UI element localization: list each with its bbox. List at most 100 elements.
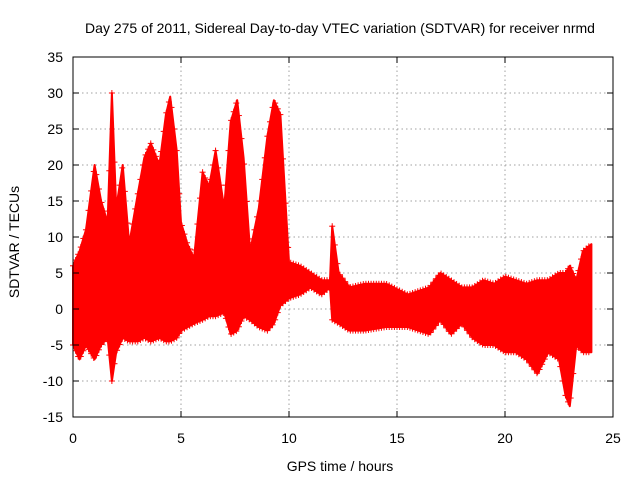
data-point bbox=[531, 366, 538, 373]
data-point bbox=[406, 290, 413, 297]
data-point bbox=[152, 153, 159, 160]
data-point bbox=[98, 199, 105, 206]
data-point bbox=[220, 199, 227, 206]
data-point bbox=[158, 335, 165, 342]
data-point bbox=[150, 146, 157, 153]
data-point bbox=[184, 324, 191, 331]
y-tick-label: 15 bbox=[47, 193, 63, 209]
data-point bbox=[575, 267, 582, 274]
y-tick-label: 25 bbox=[47, 121, 63, 137]
data-point bbox=[217, 182, 224, 189]
data-point bbox=[528, 279, 535, 286]
data-point bbox=[134, 338, 141, 345]
data-point bbox=[396, 287, 403, 294]
data-point bbox=[95, 346, 102, 353]
y-tick-label: 20 bbox=[47, 157, 63, 173]
data-point bbox=[469, 284, 476, 291]
data-point bbox=[178, 222, 185, 229]
data-point bbox=[199, 316, 206, 323]
data-point bbox=[139, 162, 146, 168]
data-point bbox=[585, 243, 592, 250]
data-point bbox=[326, 277, 333, 284]
data-point bbox=[500, 274, 507, 281]
data-point bbox=[251, 226, 258, 233]
x-tick-label: 0 bbox=[69, 430, 77, 446]
data-point bbox=[95, 186, 102, 192]
data-point bbox=[259, 325, 266, 332]
data-point bbox=[355, 282, 362, 289]
data-point bbox=[412, 326, 419, 333]
data-point bbox=[417, 287, 424, 294]
data-point bbox=[329, 223, 336, 230]
x-tick-label: 20 bbox=[497, 430, 513, 446]
data-point bbox=[233, 100, 240, 107]
data-point bbox=[101, 208, 108, 215]
data-point bbox=[124, 220, 131, 227]
data-point bbox=[414, 288, 421, 295]
data-point bbox=[502, 273, 509, 280]
data-point bbox=[103, 216, 110, 223]
data-point bbox=[484, 278, 491, 285]
data-layer bbox=[70, 90, 593, 408]
data-point bbox=[220, 309, 227, 316]
y-tick-label: 0 bbox=[55, 301, 63, 317]
data-point bbox=[171, 126, 178, 132]
data-point bbox=[394, 286, 400, 293]
data-point bbox=[80, 347, 87, 354]
data-point bbox=[290, 293, 297, 300]
data-point bbox=[339, 275, 346, 282]
data-point bbox=[181, 325, 188, 332]
data-point bbox=[383, 281, 390, 288]
data-point bbox=[264, 133, 271, 140]
data-point bbox=[357, 281, 364, 288]
data-point bbox=[82, 226, 89, 233]
data-point bbox=[277, 111, 284, 118]
data-point bbox=[241, 161, 248, 168]
data-point bbox=[256, 324, 263, 331]
data-point bbox=[204, 313, 211, 320]
data-point bbox=[513, 277, 520, 284]
data-point bbox=[222, 182, 229, 189]
data-point bbox=[575, 344, 582, 351]
y-tick-label: 35 bbox=[47, 49, 63, 65]
y-axis-label: SDTVAR / TECUs bbox=[6, 186, 22, 298]
data-point bbox=[168, 337, 175, 344]
data-point bbox=[404, 324, 411, 330]
data-point bbox=[137, 176, 144, 183]
data-point bbox=[142, 151, 149, 158]
data-point bbox=[116, 182, 123, 189]
y-tick-label: -15 bbox=[43, 409, 63, 425]
data-point bbox=[305, 285, 312, 292]
y-tick-label: 30 bbox=[47, 85, 63, 101]
data-point bbox=[261, 326, 268, 333]
data-point bbox=[505, 274, 512, 281]
data-point bbox=[178, 327, 185, 334]
data-point bbox=[217, 311, 224, 318]
data-point bbox=[108, 378, 115, 384]
data-point bbox=[235, 323, 242, 330]
data-point bbox=[316, 290, 323, 297]
data-point bbox=[565, 265, 572, 272]
data-point bbox=[202, 174, 209, 181]
data-point bbox=[152, 336, 159, 343]
series-band bbox=[72, 92, 593, 408]
data-point bbox=[572, 276, 579, 283]
data-point bbox=[292, 292, 299, 299]
data-point bbox=[150, 337, 157, 344]
data-point bbox=[279, 155, 286, 162]
data-point bbox=[145, 336, 152, 343]
data-point bbox=[197, 317, 204, 324]
data-point bbox=[101, 338, 108, 345]
data-point bbox=[106, 352, 113, 359]
data-point bbox=[199, 169, 206, 176]
data-point bbox=[274, 309, 281, 316]
data-point bbox=[523, 280, 530, 287]
data-point bbox=[430, 279, 437, 286]
data-point bbox=[422, 285, 429, 292]
data-point bbox=[448, 330, 455, 337]
data-point bbox=[388, 283, 395, 290]
data-point bbox=[422, 329, 429, 336]
data-point bbox=[88, 350, 95, 357]
data-point bbox=[173, 147, 180, 154]
data-point bbox=[209, 162, 216, 168]
